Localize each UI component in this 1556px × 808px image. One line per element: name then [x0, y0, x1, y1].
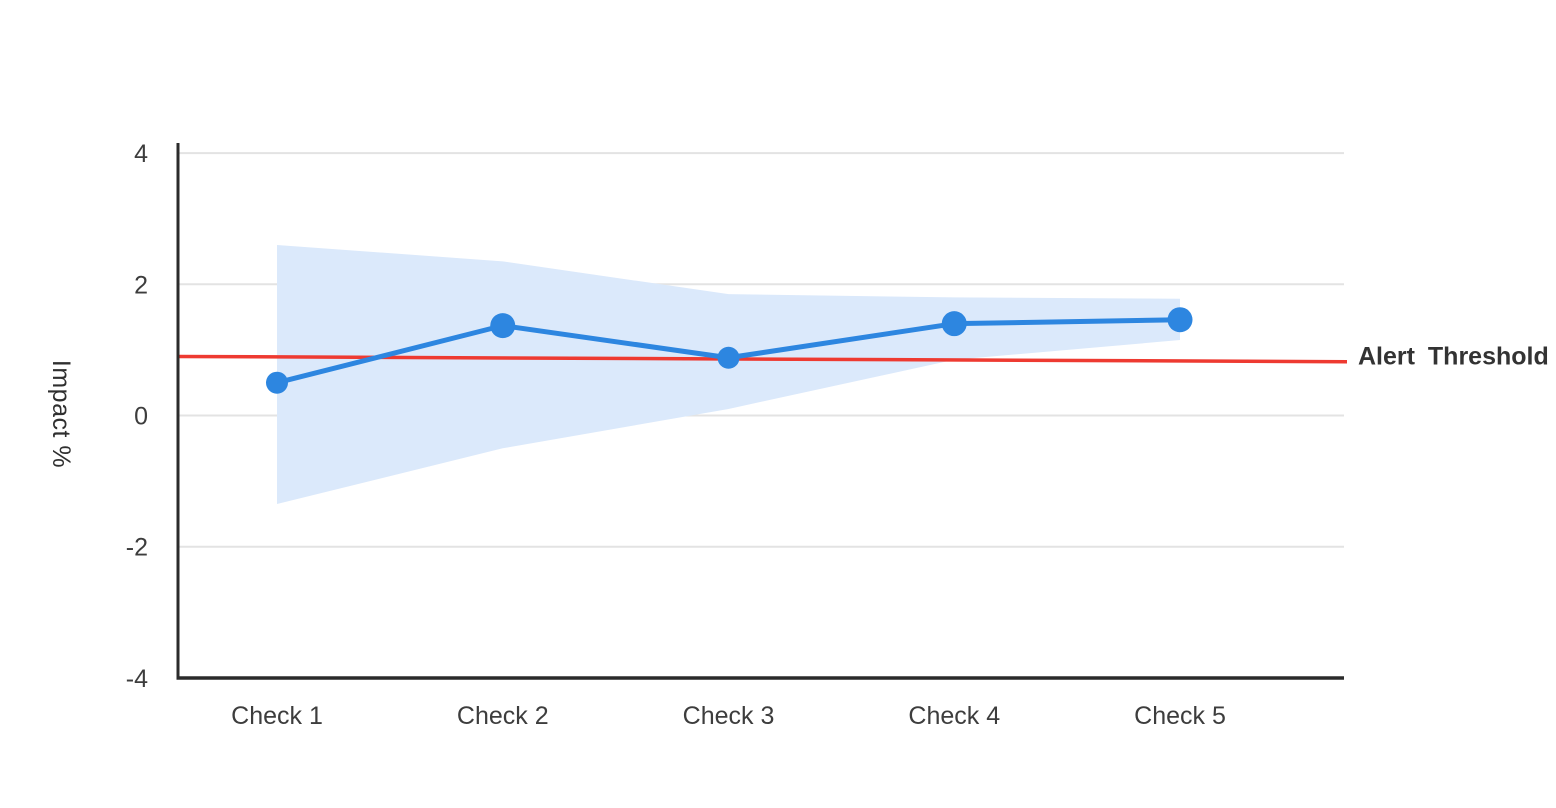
impact-series	[266, 307, 1193, 394]
data-point-check-1	[266, 371, 288, 394]
x-tick-label: Check 1	[231, 702, 323, 730]
y-axis-title: Impact %	[47, 359, 75, 469]
y-tick-label: 0	[134, 403, 148, 431]
axes	[176, 143, 1344, 680]
y-tick-label: 2	[134, 271, 148, 299]
y-tick-label: -2	[126, 534, 148, 562]
tick-labels: 4 2 0 -2 -4 Check 1 Check 2 Check 3 Check 4 Check…	[126, 140, 1226, 730]
data-point-check-3	[717, 346, 740, 369]
y-tick-label: -4	[126, 665, 148, 693]
confidence-band-area	[277, 244, 1180, 505]
y-tick-label: 4	[134, 140, 148, 168]
data-point-check-2	[490, 313, 516, 339]
data-point-check-4	[941, 311, 967, 337]
data-point-check-5	[1167, 307, 1193, 333]
x-tick-label: Check 4	[908, 702, 1000, 730]
x-tick-label: Check 2	[457, 702, 549, 730]
alert-threshold-label: Alert Threshold	[1358, 342, 1549, 371]
x-tick-label: Check 3	[683, 702, 775, 730]
x-tick-label: Check 5	[1134, 702, 1226, 730]
confidence-band	[277, 244, 1180, 505]
